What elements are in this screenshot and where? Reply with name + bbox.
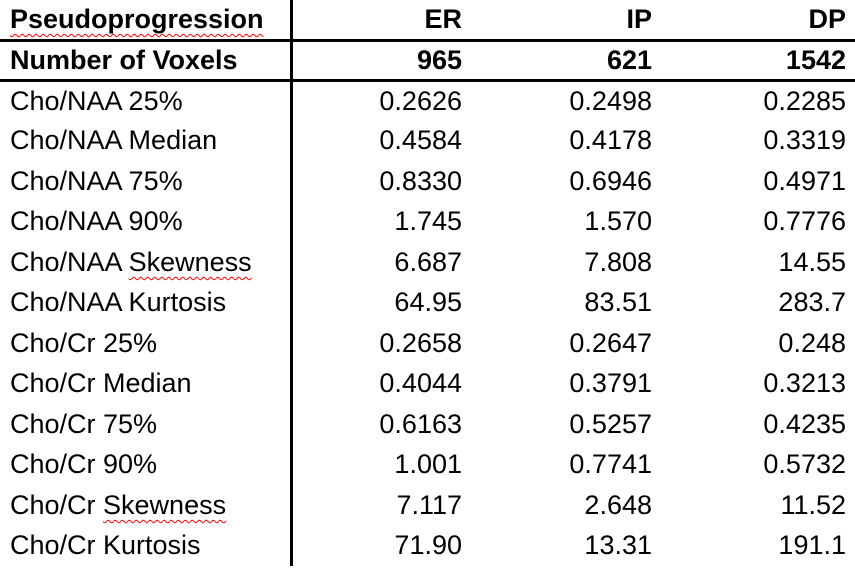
row-value: 0.2498 (569, 85, 652, 116)
col-header-ip: IP (465, 0, 655, 42)
row-value: 0.6946 (569, 165, 652, 196)
row-label: Number of Voxels (0, 40, 293, 82)
row-label: Cho/NAA 25% (0, 80, 293, 121)
row-label: Cho/Cr Skewness (0, 485, 293, 526)
row-value: 621 (465, 40, 655, 82)
row-value: 71.90 (394, 530, 462, 561)
row-value: 0.4971 (763, 165, 846, 196)
row-value: 6.687 (394, 246, 462, 277)
row-value: 0.5732 (763, 449, 846, 480)
row-label: Cho/Cr Median (0, 363, 293, 404)
table-row: Cho/Cr Skewness 7.117 2.648 11.52 (0, 485, 855, 526)
row-value: 1542 (655, 40, 855, 82)
table-row: Cho/NAA 90% 1.745 1.570 0.7776 (0, 201, 855, 242)
table-title: Pseudoprogression (10, 3, 264, 34)
row-value: 11.52 (780, 489, 846, 520)
row-value: 1.570 (584, 206, 652, 237)
row-value: 7.117 (396, 489, 462, 520)
row-value: 0.3319 (763, 125, 846, 156)
row-label: Cho/Cr Kurtosis (0, 525, 293, 566)
row-value: 191.1 (778, 530, 846, 561)
row-value: 0.4044 (379, 368, 462, 399)
row-value: 14.55 (778, 246, 846, 277)
misspelled-word: Skewness (103, 489, 227, 520)
row-value: 0.2647 (569, 327, 652, 358)
table-row: Cho/Cr Median 0.4044 0.3791 0.3213 (0, 363, 855, 404)
row-value: 283.7 (778, 287, 846, 318)
table-row: Cho/Cr Kurtosis 71.90 13.31 191.1 (0, 525, 855, 566)
row-value: 965 (291, 40, 465, 82)
row-value: 83.51 (584, 287, 652, 318)
row-label: Cho/NAA 75% (0, 161, 293, 202)
row-value: 13.31 (584, 530, 652, 561)
row-value: 0.4235 (763, 408, 846, 439)
row-label: Cho/NAA Skewness (0, 242, 293, 283)
row-value: 0.7776 (763, 206, 846, 237)
row-label: Cho/Cr 25% (0, 323, 293, 364)
row-label: Cho/Cr 75% (0, 404, 293, 445)
row-value: 7.808 (584, 246, 652, 277)
row-value: 0.4178 (569, 125, 652, 156)
table-row: Cho/Cr 75% 0.6163 0.5257 0.4235 (0, 404, 855, 445)
row-value: 0.8330 (379, 165, 462, 196)
table-row: Cho/NAA Skewness 6.687 7.808 14.55 (0, 242, 855, 283)
row-value: 0.3213 (763, 368, 846, 399)
table-row: Cho/NAA Median 0.4584 0.4178 0.3319 (0, 120, 855, 161)
row-value: 0.7741 (569, 449, 652, 480)
row-value: 0.3791 (569, 368, 652, 399)
col-header-dp: DP (655, 0, 855, 42)
col-header-er: ER (291, 0, 465, 42)
table-row: Cho/NAA 75% 0.8330 0.6946 0.4971 (0, 161, 855, 202)
row-value: 0.2658 (379, 327, 462, 358)
table-row: Cho/NAA Kurtosis 64.95 83.51 283.7 (0, 282, 855, 323)
row-value: 0.2285 (763, 85, 846, 116)
row-value: 0.248 (778, 327, 846, 358)
row-value: 0.2626 (379, 85, 462, 116)
row-value: 0.4584 (379, 125, 462, 156)
row-value: 1.001 (394, 449, 462, 480)
row-value: 0.6163 (379, 408, 462, 439)
row-value: 2.648 (584, 489, 652, 520)
row-value: 1.745 (394, 206, 462, 237)
header-row: Pseudoprogression ER IP DP (0, 0, 855, 42)
table-row: Number of Voxels 965 621 1542 (0, 40, 855, 82)
table-body: Number of Voxels 965 621 1542 Cho/NAA 25… (0, 40, 855, 566)
row-label: Cho/NAA 90% (0, 201, 293, 242)
row-label: Cho/Cr 90% (0, 444, 293, 485)
table-row: Cho/Cr 90% 1.001 0.7741 0.5732 (0, 444, 855, 485)
misspelled-word: Skewness (128, 246, 252, 277)
row-value: 64.95 (394, 287, 462, 318)
table-title-cell: Pseudoprogression (0, 0, 293, 42)
table-row: Cho/Cr 25% 0.2658 0.2647 0.248 (0, 323, 855, 364)
table-row: Cho/NAA 25% 0.2626 0.2498 0.2285 (0, 80, 855, 121)
row-label: Cho/NAA Median (0, 120, 293, 161)
row-label: Cho/NAA Kurtosis (0, 282, 293, 323)
row-value: 0.5257 (569, 408, 652, 439)
